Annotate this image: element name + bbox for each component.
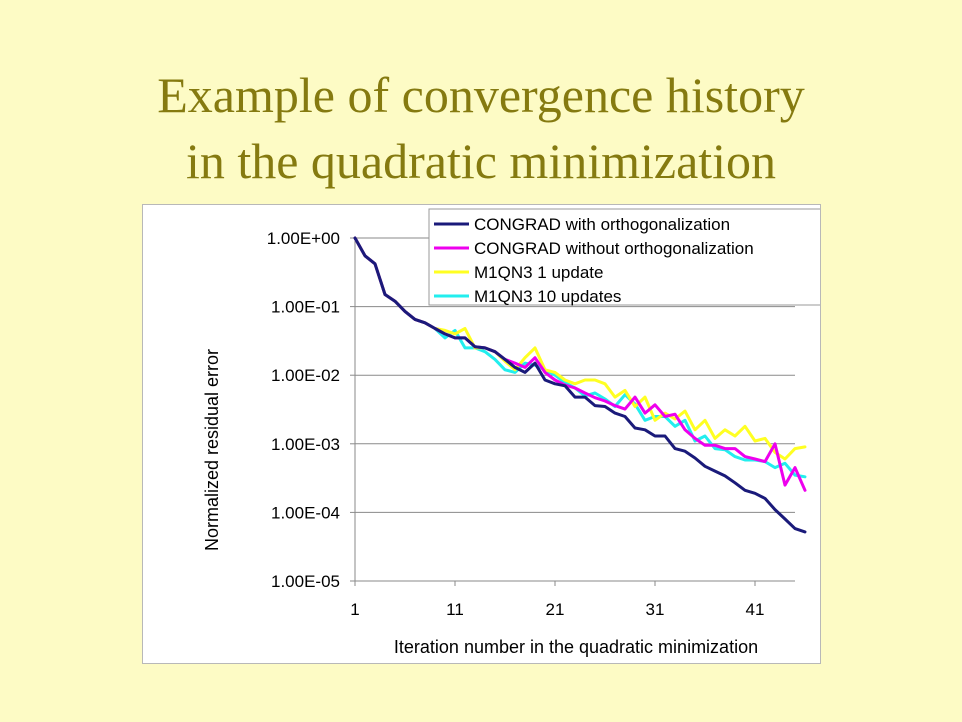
- y-tick-label: 1.00E-01: [271, 298, 340, 317]
- x-tick-label: 11: [446, 600, 464, 619]
- y-tick-label: 1.00E-05: [271, 572, 340, 591]
- slide-title-line-2: in the quadratic minimization: [185, 133, 777, 189]
- legend-entry-label: M1QN3 1 update: [474, 263, 603, 282]
- y-axis-title: Normalized residual error: [202, 349, 222, 551]
- x-tick-label: 31: [646, 600, 665, 619]
- x-axis-title: Iteration number in the quadratic minimi…: [394, 637, 758, 657]
- slide-title: Example of convergence history in the qu…: [0, 62, 962, 194]
- y-tick-label: 1.00E-04: [271, 503, 340, 522]
- slide-title-line-1: Example of convergence history: [157, 67, 805, 123]
- x-tick-label: 1: [350, 600, 359, 619]
- y-tick-label: 1.00E+00: [267, 229, 340, 248]
- series-line-1: [353, 236, 807, 534]
- x-tick-label: 41: [746, 600, 765, 619]
- legend-entry-label: M1QN3 10 updates: [474, 287, 621, 306]
- legend-entry-label: CONGRAD with orthogonalization: [474, 215, 730, 234]
- chart-panel: 1.00E+00 1.00E-01 1.00E-02 1.00E-03 1.00E-04…: [142, 204, 821, 664]
- convergence-chart: 1.00E+00 1.00E-01 1.00E-02 1.00E-03 1.00E-04…: [202, 208, 820, 657]
- y-tick-label: 1.00E-03: [271, 435, 340, 454]
- axis-layer: 1.00E+00 1.00E-01 1.00E-02 1.00E-03 1.00E-04…: [267, 229, 795, 619]
- x-tick-label: 21: [546, 600, 565, 619]
- legend: CONGRAD with orthogonalization CONGRAD wi…: [428, 208, 820, 306]
- series-layer: [353, 236, 807, 534]
- legend-frame: [428, 208, 820, 306]
- legend-entry-label: CONGRAD without orthogonalization: [474, 239, 754, 258]
- y-tick-label: 1.00E-02: [271, 366, 340, 385]
